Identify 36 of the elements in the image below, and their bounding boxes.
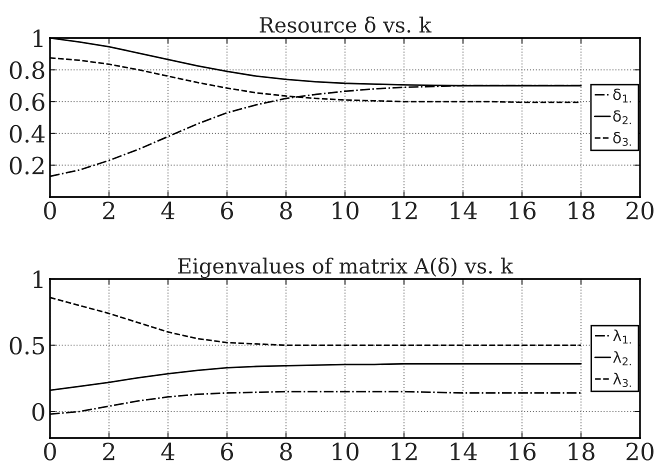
x-tick-label: 10 bbox=[332, 202, 358, 220]
y-tick-label: 1 bbox=[34, 29, 42, 47]
legend-label: δ$_{3.}$ bbox=[613, 132, 631, 146]
y-tick-label: 0.2 bbox=[10, 156, 44, 175]
x-tick-label: 16 bbox=[510, 442, 536, 460]
legend-label: λ$_{1.}$ bbox=[613, 329, 631, 344]
legend-label: δ$_{1.}$ bbox=[613, 88, 631, 102]
x-tick-label: 8 bbox=[280, 202, 292, 220]
legend-label: δ$_{2.}$ bbox=[613, 110, 631, 124]
x-tick-label: 8 bbox=[280, 442, 292, 460]
legend-label: λ$_{2.}$ bbox=[613, 351, 631, 366]
x-tick-label: 10 bbox=[332, 442, 358, 460]
x-tick-label: 2 bbox=[103, 202, 114, 220]
x-tick-label: 18 bbox=[568, 202, 594, 220]
legend-label: λ$_{3.}$ bbox=[613, 372, 631, 388]
x-tick-label: 2 bbox=[103, 442, 114, 460]
x-tick-label: 4 bbox=[161, 202, 174, 220]
y-tick-label: 0.6 bbox=[10, 93, 44, 111]
x-tick-label: 18 bbox=[568, 442, 594, 460]
x-tick-label: 14 bbox=[450, 442, 477, 460]
chart-title: Resource δ vs. k bbox=[260, 16, 432, 33]
x-tick-label: 4 bbox=[161, 442, 174, 460]
y-tick-label: 0.5 bbox=[10, 336, 44, 355]
y-tick-label: 0.8 bbox=[10, 61, 44, 80]
y-tick-label: 1 bbox=[34, 270, 42, 288]
y-tick-label: 0.4 bbox=[10, 124, 45, 143]
x-tick-label: 16 bbox=[510, 202, 536, 220]
chart-title: Eigenvalues of matrix A(δ) vs. k bbox=[178, 258, 514, 278]
x-tick-label: 12 bbox=[392, 442, 417, 460]
x-tick-label: 14 bbox=[450, 202, 477, 220]
x-tick-label: 20 bbox=[626, 442, 654, 460]
x-tick-label: 20 bbox=[626, 202, 654, 220]
x-tick-label: 6 bbox=[221, 202, 234, 220]
y-tick-label: 0 bbox=[32, 402, 44, 421]
x-tick-label: 6 bbox=[221, 442, 234, 460]
x-tick-label: 12 bbox=[392, 202, 417, 220]
